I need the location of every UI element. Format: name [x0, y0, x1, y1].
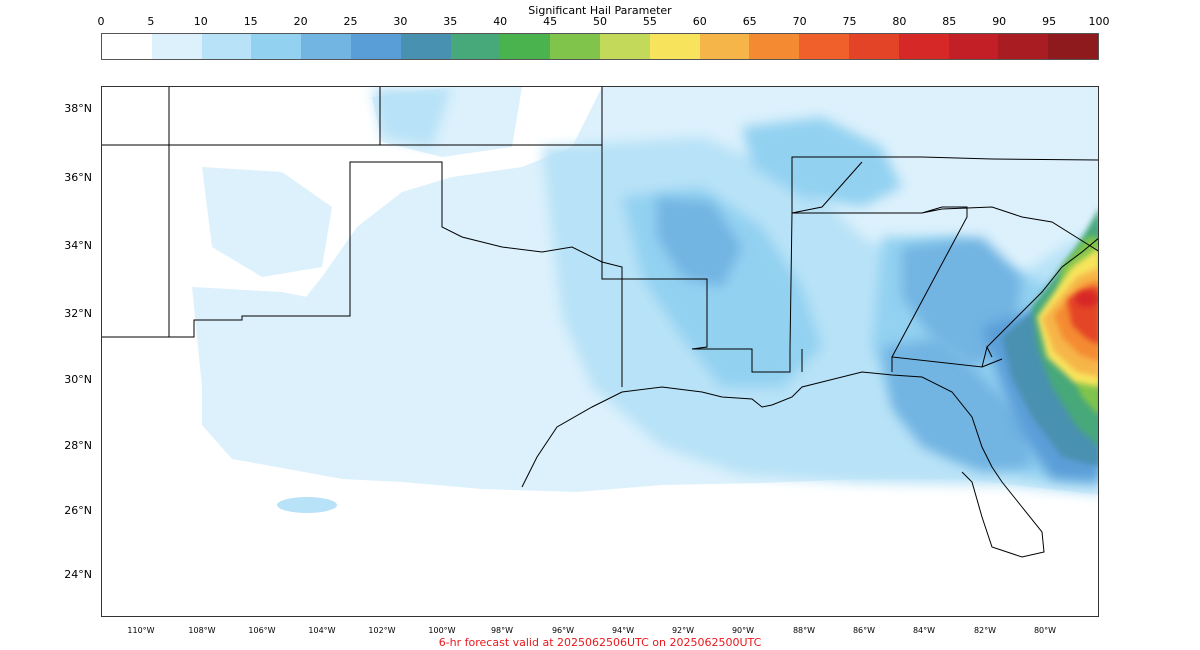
hail-field-blue-8 [657, 197, 742, 287]
colorbar-tick: 95 [1042, 15, 1057, 28]
colorbar-segment [649, 34, 700, 59]
colorbar-tick: 20 [293, 15, 308, 28]
colorbar-segment [301, 34, 351, 59]
colorbar-segment [1048, 34, 1098, 59]
longitude-label: 82°W [973, 626, 997, 635]
colorbar-segment [450, 34, 501, 59]
colorbar-tick: 90 [992, 15, 1007, 28]
longitude-label: 102°W [368, 626, 396, 635]
colorbar-segment [151, 34, 202, 59]
colorbar-tick: 15 [243, 15, 258, 28]
colorbar-segment [998, 34, 1049, 59]
longitude-label: 96°W [551, 626, 575, 635]
colorbar-tick: 35 [443, 15, 458, 28]
map-svg [102, 87, 1098, 558]
colorbar-ticks: 0 5 10 15 20 25 30 35 40 45 50 55 60 65 … [97, 15, 1110, 29]
colorbar-tick: 40 [493, 15, 508, 28]
colorbar-segment [400, 34, 451, 59]
longitude-label: 108°W [188, 626, 216, 635]
longitude-label: 106°W [248, 626, 276, 635]
latitude-label: 26°N [64, 504, 92, 517]
colorbar-segment [799, 34, 849, 59]
longitude-label: 94°W [611, 626, 635, 635]
longitude-label: 98°W [490, 626, 514, 635]
colorbar-tick: 75 [842, 15, 857, 28]
map-panel [101, 86, 1099, 617]
colorbar-title: Significant Hail Parameter [528, 4, 672, 17]
colorbar-tick: 80 [892, 15, 907, 28]
colorbar-segment [350, 34, 401, 59]
political-boundaries [102, 87, 1098, 558]
colorbar-tick: 5 [147, 15, 155, 28]
hail-field-light-3 [192, 287, 342, 397]
longitude-label: 90°W [731, 626, 755, 635]
longitude-label: 92°W [671, 626, 695, 635]
colorbar-segment [699, 34, 750, 59]
colorbar-segment [898, 34, 949, 59]
hail-field-light-4 [202, 167, 332, 277]
hail-field-darkred [1075, 291, 1098, 307]
colorbar-segment [948, 34, 999, 59]
latitude-label: 28°N [64, 439, 92, 452]
colorbar-tick: 45 [543, 15, 558, 28]
longitude-label: 86°W [852, 626, 876, 635]
longitude-label: 88°W [792, 626, 816, 635]
colorbar-tick: 50 [593, 15, 607, 28]
longitude-label: 110°W [127, 626, 155, 635]
hail-field-blue-6 [882, 337, 1032, 472]
longitude-label: 100°W [428, 626, 456, 635]
latitude-label: 34°N [64, 239, 92, 252]
colorbar-tick: 85 [942, 15, 957, 28]
colorbar-segment [102, 34, 152, 59]
latitude-label: 30°N [64, 373, 92, 386]
state-boundaries [102, 87, 1098, 387]
hail-field [192, 87, 1098, 513]
colorbar-tick: 0 [97, 15, 105, 28]
longitude-label: 104°W [308, 626, 336, 635]
hail-field-light-5 [277, 497, 337, 513]
longitude-label: 84°W [912, 626, 936, 635]
colorbar-segment [599, 34, 650, 59]
colorbar-segment [201, 34, 252, 59]
colorbar-tick: 60 [692, 15, 707, 28]
hail-field-blue-2 [372, 87, 452, 147]
coastline [521, 238, 1098, 558]
colorbar-segment [749, 34, 800, 59]
hail-field-blue-5 [742, 117, 902, 207]
latitude-label: 38°N [64, 102, 92, 115]
latitude-label: 24°N [64, 568, 92, 581]
colorbar-tick: 65 [742, 15, 757, 28]
colorbar-segment [251, 34, 302, 59]
colorbar-tick: 30 [393, 15, 408, 28]
latitude-label: 32°N [64, 307, 92, 320]
colorbar-segment [550, 34, 600, 59]
colorbar-tick: 100 [1088, 15, 1110, 28]
colorbar-segment [500, 34, 551, 59]
latitude-label: 36°N [64, 171, 92, 184]
colorbar-tick: 70 [792, 15, 807, 28]
colorbar [101, 33, 1099, 60]
colorbar-tick: 55 [642, 15, 657, 28]
colorbar-tick: 25 [343, 15, 358, 28]
colorbar-tick: 10 [193, 15, 208, 28]
forecast-caption: 6-hr forecast valid at 2025062506UTC on … [438, 636, 762, 649]
colorbar-segment [848, 34, 899, 59]
longitude-label: 80°W [1033, 626, 1057, 635]
